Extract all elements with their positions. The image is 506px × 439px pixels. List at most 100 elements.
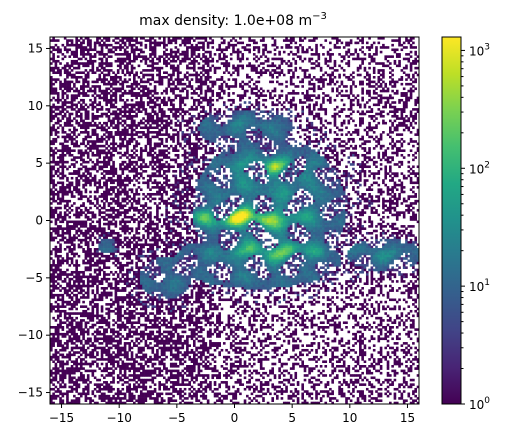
heatmap-cell [75, 114, 78, 118]
heatmap-cell [213, 167, 217, 171]
heatmap-cell [158, 117, 161, 120]
heatmap-cell [372, 163, 376, 166]
heatmap-cell [206, 126, 210, 130]
heatmap-cell [296, 50, 300, 54]
heatmap-cell [213, 163, 217, 166]
heatmap-cell [109, 48, 113, 52]
heatmap-cell [303, 69, 307, 72]
heatmap-cell [144, 108, 148, 111]
heatmap-cell [264, 137, 268, 141]
heatmap-cell [264, 144, 268, 148]
heatmap-cell [239, 165, 242, 169]
heatmap-cell [400, 75, 404, 79]
heatmap-cell [285, 172, 288, 175]
heatmap-cell [186, 124, 189, 127]
heatmap-cell [340, 151, 344, 155]
heatmap-cell [248, 121, 251, 125]
heatmap-cell [56, 78, 60, 81]
heatmap-cell [186, 133, 189, 136]
heatmap-cell [239, 126, 242, 130]
heatmap-cell [361, 37, 364, 40]
heatmap-cell [192, 73, 196, 77]
heatmap-cell [287, 69, 291, 72]
heatmap-cell [75, 46, 78, 49]
heatmap-cell [345, 165, 348, 169]
heatmap-cell [75, 59, 78, 63]
heatmap-cell [146, 69, 150, 72]
heatmap-cell [264, 158, 268, 162]
heatmap-cell [54, 137, 58, 141]
heatmap-cell [107, 80, 111, 84]
heatmap-cell [91, 48, 95, 52]
heatmap-cell [243, 94, 247, 97]
heatmap-cell [183, 133, 187, 136]
heatmap-cell [257, 131, 261, 134]
heatmap-cell [192, 98, 196, 102]
heatmap-cell [130, 131, 134, 134]
heatmap-cell [116, 179, 120, 182]
heatmap-cell [206, 142, 210, 146]
heatmap-cell [116, 114, 120, 118]
heatmap-cell [398, 37, 401, 40]
heatmap-cell [209, 135, 212, 139]
heatmap-cell [56, 46, 60, 49]
heatmap-cell [209, 163, 212, 166]
heatmap-cell [176, 137, 180, 141]
heatmap-cell [333, 64, 337, 68]
heatmap-cell [181, 96, 185, 100]
heatmap-cell [153, 85, 157, 88]
heatmap-cell [59, 73, 62, 77]
heatmap-cell [234, 108, 238, 111]
heatmap-cell [308, 147, 311, 150]
heatmap-cell [211, 137, 215, 141]
heatmap-cell [211, 124, 215, 127]
heatmap-cell [218, 156, 221, 159]
heatmap-cell [236, 41, 240, 45]
heatmap-cell [407, 53, 411, 56]
heatmap-cell [416, 172, 420, 175]
heatmap-cell [96, 94, 99, 97]
heatmap-cell [239, 144, 242, 148]
heatmap-cell [158, 71, 161, 74]
heatmap-cell [333, 69, 337, 72]
heatmap-cell [82, 172, 85, 175]
heatmap-cell [156, 43, 159, 47]
heatmap-cell [359, 39, 362, 42]
heatmap-cell [308, 165, 311, 169]
heatmap-cell [54, 114, 58, 118]
heatmap-cell [174, 124, 178, 127]
heatmap-cell [176, 135, 180, 139]
heatmap-cell [400, 149, 404, 152]
heatmap-cell [409, 82, 413, 86]
heatmap-cell [216, 114, 219, 118]
heatmap-cell [246, 160, 249, 164]
heatmap-cell [149, 124, 152, 127]
heatmap-cell [91, 114, 95, 118]
heatmap-cell [356, 98, 360, 102]
heatmap-cell [368, 46, 371, 49]
heatmap-cell [246, 126, 249, 130]
heatmap-cell [273, 39, 277, 42]
heatmap-cell [52, 59, 55, 63]
heatmap-cell [315, 50, 318, 54]
heatmap-cell [407, 41, 411, 45]
heatmap-cell [96, 163, 99, 166]
heatmap-cell [174, 128, 178, 132]
heatmap-cell [322, 170, 325, 173]
heatmap-cell [167, 117, 171, 120]
heatmap-cell [414, 117, 417, 120]
heatmap-cell [146, 89, 150, 93]
heatmap-cell [241, 85, 245, 88]
heatmap-cell [312, 62, 316, 65]
heatmap-cell [100, 80, 104, 84]
heatmap-cell [250, 117, 254, 120]
heatmap-cell [308, 142, 311, 146]
heatmap-cell [139, 167, 143, 171]
heatmap-cell [232, 119, 235, 123]
heatmap-cell [338, 73, 341, 77]
heatmap-cell [255, 80, 258, 84]
heatmap-cell [126, 53, 129, 56]
heatmap-cell [52, 69, 55, 72]
heatmap-cell [282, 140, 286, 143]
heatmap-cell [232, 126, 235, 130]
